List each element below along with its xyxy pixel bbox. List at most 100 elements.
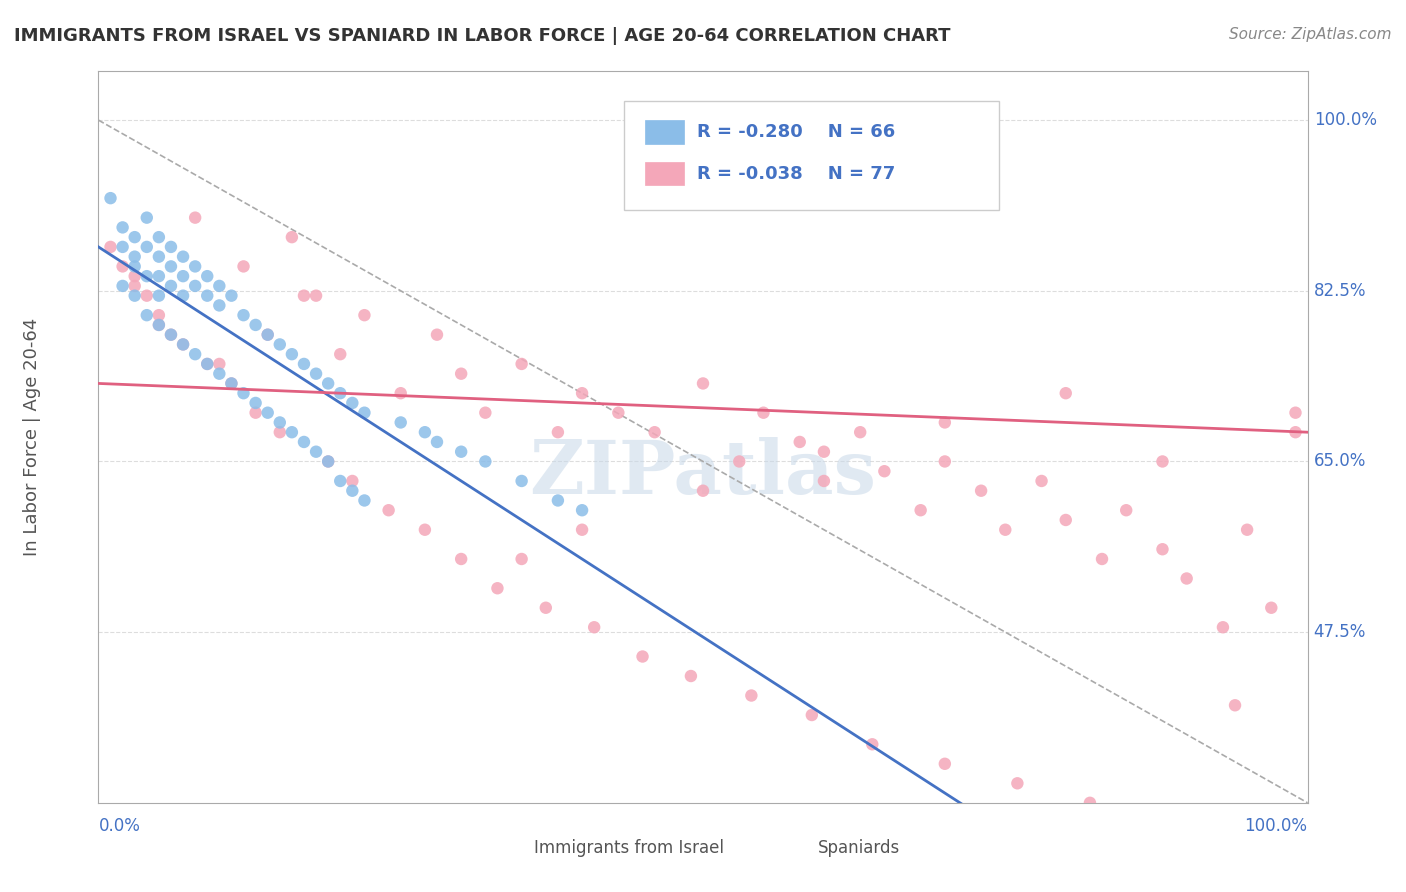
Point <box>692 376 714 391</box>
Point <box>195 357 218 371</box>
FancyBboxPatch shape <box>776 839 806 857</box>
Point <box>232 308 254 322</box>
Point <box>547 493 569 508</box>
Point <box>148 269 170 284</box>
Text: IMMIGRANTS FROM ISRAEL VS SPANIARD IN LABOR FORCE | AGE 20-64 CORRELATION CHART: IMMIGRANTS FROM ISRAEL VS SPANIARD IN LA… <box>14 27 950 45</box>
Point <box>292 288 315 302</box>
Point <box>860 737 883 751</box>
Point <box>510 552 533 566</box>
Point <box>316 454 339 468</box>
Point <box>1152 454 1174 468</box>
Point <box>148 230 170 244</box>
Point <box>160 260 183 274</box>
Text: 100.0%: 100.0% <box>1244 817 1308 836</box>
Point <box>1175 572 1198 586</box>
Point <box>281 425 304 440</box>
Point <box>450 444 472 458</box>
Point <box>970 483 993 498</box>
Point <box>1091 552 1114 566</box>
Point <box>1223 698 1246 713</box>
Point <box>631 649 654 664</box>
Text: In Labor Force | Age 20-64: In Labor Force | Age 20-64 <box>22 318 41 557</box>
Point <box>135 308 157 322</box>
Point <box>571 503 593 517</box>
Point <box>292 434 315 449</box>
Point <box>172 288 194 302</box>
Point <box>208 298 231 312</box>
Text: 0.0%: 0.0% <box>98 817 141 836</box>
Point <box>135 269 157 284</box>
Text: 65.0%: 65.0% <box>1313 452 1367 470</box>
Point <box>329 474 352 488</box>
FancyBboxPatch shape <box>645 120 683 144</box>
Text: 47.5%: 47.5% <box>1313 624 1367 641</box>
Point <box>934 416 956 430</box>
Point <box>111 220 134 235</box>
Point <box>160 240 183 254</box>
Text: 82.5%: 82.5% <box>1313 282 1367 300</box>
Point <box>607 406 630 420</box>
Point <box>184 279 207 293</box>
Point <box>195 288 218 302</box>
Point <box>305 288 328 302</box>
Point <box>510 357 533 371</box>
Point <box>353 308 375 322</box>
Point <box>1007 776 1029 790</box>
Point <box>184 211 207 225</box>
Point <box>148 288 170 302</box>
Point <box>342 396 364 410</box>
FancyBboxPatch shape <box>492 839 522 857</box>
Point <box>281 230 304 244</box>
Point <box>305 444 328 458</box>
Text: 100.0%: 100.0% <box>1313 112 1376 129</box>
Point <box>474 454 496 468</box>
Point <box>208 357 231 371</box>
Point <box>160 279 183 293</box>
Text: R = -0.038    N = 77: R = -0.038 N = 77 <box>697 165 896 183</box>
Point <box>172 269 194 284</box>
Point <box>1284 425 1306 440</box>
Point <box>413 425 436 440</box>
Point <box>789 434 811 449</box>
Point <box>124 288 146 302</box>
Point <box>172 337 194 351</box>
Point <box>353 406 375 420</box>
Point <box>583 620 606 634</box>
Point <box>195 357 218 371</box>
Point <box>124 230 146 244</box>
Point <box>135 288 157 302</box>
Point <box>111 260 134 274</box>
Point <box>1284 406 1306 420</box>
Text: R = -0.280    N = 66: R = -0.280 N = 66 <box>697 123 896 141</box>
Point <box>1054 386 1077 401</box>
Point <box>873 464 896 478</box>
Point <box>111 240 134 254</box>
Point <box>474 406 496 420</box>
Point <box>910 503 932 517</box>
Point <box>221 288 243 302</box>
Point <box>148 318 170 332</box>
Point <box>208 367 231 381</box>
Point <box>389 416 412 430</box>
Point <box>269 337 291 351</box>
Point <box>353 493 375 508</box>
Point <box>160 327 183 342</box>
Point <box>571 386 593 401</box>
Point <box>256 327 278 342</box>
Point <box>195 269 218 284</box>
Point <box>269 425 291 440</box>
Point <box>124 279 146 293</box>
Point <box>1212 620 1234 634</box>
Point <box>245 396 267 410</box>
Point <box>800 708 823 723</box>
Point <box>124 250 146 264</box>
Point <box>221 376 243 391</box>
Text: Immigrants from Israel: Immigrants from Israel <box>534 839 724 857</box>
Point <box>1260 600 1282 615</box>
Point <box>450 367 472 381</box>
Point <box>281 347 304 361</box>
Point <box>245 406 267 420</box>
Text: ZIPatlas: ZIPatlas <box>530 437 876 510</box>
Point <box>1031 474 1053 488</box>
Point <box>413 523 436 537</box>
